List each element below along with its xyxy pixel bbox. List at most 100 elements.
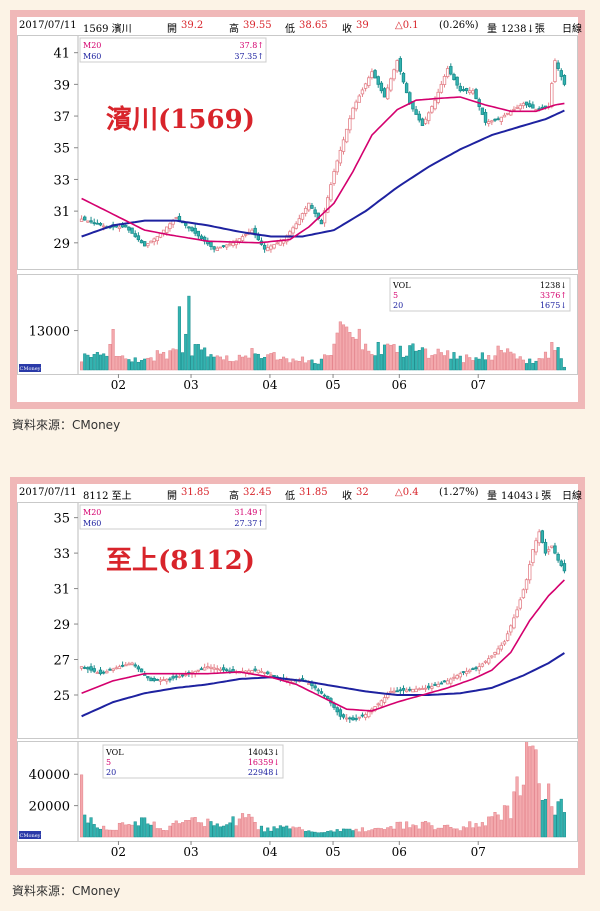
candle-body [184, 222, 188, 226]
candle-body [468, 90, 472, 94]
candle-body [524, 101, 529, 106]
volume-bar [335, 829, 339, 838]
volume-bar [468, 357, 472, 371]
candle-body [509, 625, 513, 633]
quote-vol: 1238↓張 [501, 24, 545, 35]
candle-body [367, 711, 371, 718]
volume-bar [209, 821, 213, 838]
volume-bar [351, 337, 355, 371]
candle-body [95, 222, 100, 225]
candle-body [225, 669, 229, 672]
candle-body [512, 617, 516, 629]
volume-bar [291, 826, 295, 838]
volume-bar [502, 352, 507, 371]
quote-pct: (0.26%) [439, 20, 479, 31]
candle-body [515, 106, 519, 109]
volume-bar [133, 821, 137, 838]
volume-bar [300, 829, 305, 838]
volume-bar [427, 357, 431, 371]
candle-body [524, 579, 529, 590]
volume-bar [376, 827, 380, 838]
volume-bar [228, 360, 232, 371]
volume-bar [323, 354, 327, 371]
volume-bar [139, 817, 144, 838]
volume-bar [196, 822, 200, 838]
candle-body [483, 111, 488, 123]
volume-bar [534, 749, 538, 838]
candle-body [341, 714, 346, 718]
date-axis-svg-2: 02 03 04 05 06 07 [111, 841, 486, 859]
candle-body [272, 244, 276, 249]
volume-bar [458, 355, 462, 371]
volume-bar [250, 348, 254, 371]
volume-bar [417, 828, 421, 838]
volume-bar [225, 355, 229, 371]
volume-bar [86, 822, 90, 838]
volume-bar [424, 821, 428, 838]
candle-body [95, 672, 100, 674]
volume-bar [162, 830, 166, 838]
volume-bar [272, 826, 276, 838]
candle-body [215, 247, 219, 251]
quote-open: 39.2 [181, 20, 204, 31]
candle-body [196, 669, 201, 672]
candle-body [531, 549, 535, 564]
volume-bar [461, 362, 465, 371]
volume-bar [174, 820, 178, 838]
candle-body [442, 680, 447, 683]
candle-body [452, 676, 456, 679]
volume-bar [525, 739, 529, 838]
candle-body [540, 530, 545, 543]
candle-body [486, 121, 491, 124]
candle-body [423, 118, 428, 124]
candle-body [307, 683, 311, 685]
volume-bar [477, 358, 481, 371]
volume-bar [285, 358, 289, 371]
volume-tick-label: 20000 [29, 800, 70, 815]
volume-bar [237, 818, 241, 838]
ma-legend-box [79, 37, 267, 63]
volume-bar [209, 354, 213, 371]
volume-bar [373, 828, 377, 838]
candle-body [385, 87, 390, 100]
volume-bar [382, 829, 387, 838]
candle-body [414, 109, 418, 115]
candle-body [445, 680, 450, 685]
volume-bar [455, 828, 459, 838]
candle-body [341, 139, 346, 152]
volume-bar [348, 332, 352, 371]
volume-bar [124, 824, 128, 838]
candle-body [480, 107, 485, 115]
volume-bar [379, 354, 383, 371]
candle-body [395, 690, 399, 693]
volume-bar [98, 828, 103, 838]
candle-body [348, 118, 352, 131]
candle-body [149, 240, 153, 244]
candle-body [152, 238, 156, 243]
volume-bar [326, 355, 330, 371]
quote-open-label: 開 [167, 491, 177, 502]
volume-bar [531, 362, 535, 371]
ma20-line [81, 96, 565, 244]
candle-body [218, 246, 223, 249]
quote-date: 2017/07/11 [19, 487, 77, 498]
candle-body [398, 689, 403, 692]
candle-body [483, 660, 488, 663]
volume-bar [433, 829, 437, 838]
candle-body [515, 609, 519, 618]
candle-body [367, 77, 371, 86]
candle-body [136, 666, 141, 670]
candle-body [322, 694, 327, 697]
candle-body [363, 83, 368, 89]
volume-bar [357, 831, 361, 838]
volume-bar [449, 827, 453, 838]
volume-bar [222, 825, 226, 838]
volume-bar [102, 353, 106, 371]
vol-legend-value: 3376↑ [540, 291, 567, 300]
volume-bar [121, 822, 125, 838]
vol-legend-value: 22948↓ [248, 768, 280, 777]
volume-bar [550, 342, 554, 371]
volume-bar [341, 828, 346, 838]
volume-bar [367, 350, 371, 371]
candle-body [218, 668, 223, 671]
